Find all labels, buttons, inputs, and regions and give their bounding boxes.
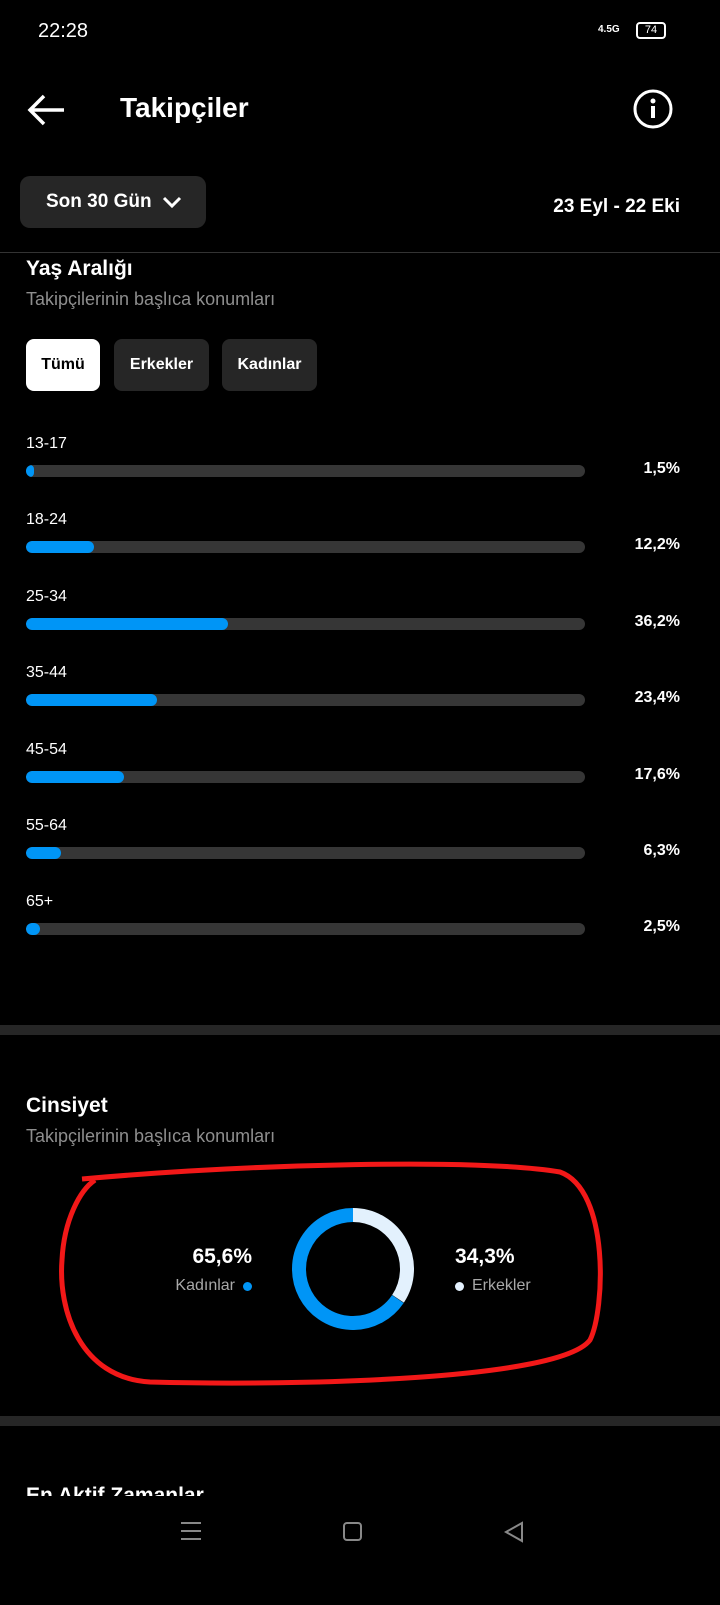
bar xyxy=(26,541,95,554)
age-label: 35-44 xyxy=(26,664,67,682)
bar-track xyxy=(26,770,585,783)
period-label: Son 30 Gün xyxy=(46,191,152,212)
bar-track xyxy=(26,847,585,859)
network-type: 4.5G xyxy=(598,24,620,35)
bar xyxy=(26,923,40,936)
bar-track xyxy=(26,465,585,477)
donut-chart xyxy=(292,1208,414,1330)
section-subtitle: Takipçilerinin başlıca konumları xyxy=(26,1126,276,1146)
legend-label: Kadınlar xyxy=(175,1277,235,1294)
section-title: Cinsiyet xyxy=(26,1094,108,1117)
period-dropdown[interactable]: Son 30 Gün xyxy=(20,176,206,228)
age-label: 65+ xyxy=(26,893,54,911)
bar xyxy=(26,847,62,859)
divider xyxy=(0,252,720,253)
donut-segment xyxy=(292,1208,404,1330)
battery: 74 xyxy=(636,22,666,39)
age-label: 13-17 xyxy=(26,435,67,452)
bar xyxy=(26,770,125,783)
bar xyxy=(26,694,157,707)
bar-value: 23,4% xyxy=(634,689,680,707)
age-label: 45-54 xyxy=(26,740,67,758)
bar-track xyxy=(26,541,585,554)
filter-tab[interactable]: Tümü xyxy=(26,339,100,391)
section-subtitle: Takipçilerinin başlıca konumları xyxy=(26,289,276,309)
filter-tab[interactable]: Kadınlar xyxy=(222,339,317,391)
age-label: 55-64 xyxy=(26,817,67,834)
bar-track xyxy=(26,617,585,630)
filter-tab[interactable]: Erkekler xyxy=(114,339,209,391)
bar-value: 1,5% xyxy=(643,460,680,477)
status-time: 22:28 xyxy=(38,20,89,42)
info-button[interactable] xyxy=(632,88,674,130)
chevron xyxy=(162,196,181,209)
gender-value: 34,3% xyxy=(455,1245,515,1268)
bar-value: 12,2% xyxy=(634,536,680,554)
gender-value: 65,6% xyxy=(192,1245,252,1268)
back-button[interactable] xyxy=(26,90,68,130)
bar-value: 2,5% xyxy=(643,918,680,936)
bar-value: 36,2% xyxy=(634,612,680,630)
legend-label: Erkekler xyxy=(472,1277,531,1294)
age-label: 18-24 xyxy=(26,511,67,529)
bar xyxy=(26,617,229,630)
divider xyxy=(0,1025,720,1035)
donut-segment xyxy=(352,1208,414,1303)
legend-dot xyxy=(455,1281,464,1291)
bar-track xyxy=(26,694,585,707)
legend-item: Erkekler xyxy=(455,1277,531,1295)
bar-value: 17,6% xyxy=(634,765,680,783)
annotation-circle xyxy=(59,1161,603,1386)
bar-value: 6,3% xyxy=(643,842,680,859)
divider xyxy=(0,1416,720,1426)
legend-item: Kadınlar xyxy=(175,1277,252,1295)
bar xyxy=(26,465,35,477)
legend-dot xyxy=(243,1281,252,1291)
age-label: 25-34 xyxy=(26,587,67,605)
bar-track xyxy=(26,923,585,936)
page-title: Takipçiler xyxy=(120,92,249,123)
nav-icons xyxy=(181,1521,523,1543)
nav-bar xyxy=(0,1496,720,1600)
section-title: Yaş Aralığı xyxy=(26,257,133,280)
date-range: 23 Eyl - 22 Eki xyxy=(553,196,680,217)
